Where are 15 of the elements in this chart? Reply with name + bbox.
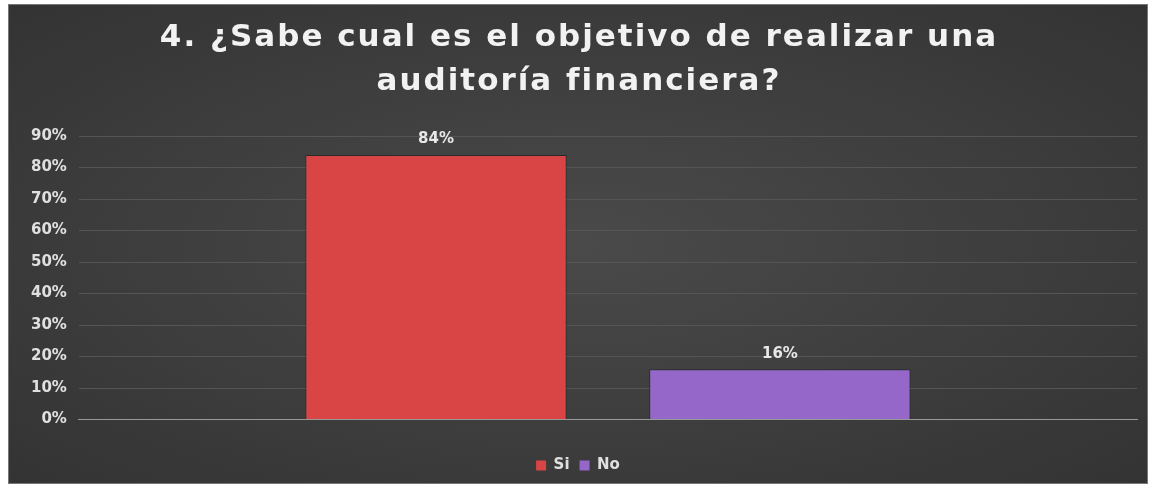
y-tick-label: 50% xyxy=(31,251,67,270)
y-tick-label: 0% xyxy=(41,409,67,428)
y-tick-label: 30% xyxy=(31,314,67,333)
data-label: 84% xyxy=(418,129,454,148)
data-label: 16% xyxy=(761,343,798,362)
y-tick-label: 70% xyxy=(31,188,67,207)
y-tick-label: 80% xyxy=(31,157,67,176)
y-tick-label: 10% xyxy=(31,377,67,396)
legend-label: Si xyxy=(553,455,570,474)
chart-title: 4. ¿Sabe cual es el objetivo de realizar una auditoría financiera? xyxy=(158,16,1000,99)
y-tick-label: 60% xyxy=(31,220,67,239)
legend-label: No xyxy=(597,455,620,474)
y-tick-label: 90% xyxy=(31,125,67,144)
y-tick-label: 20% xyxy=(31,346,67,365)
y-tick-label: 40% xyxy=(31,283,67,302)
